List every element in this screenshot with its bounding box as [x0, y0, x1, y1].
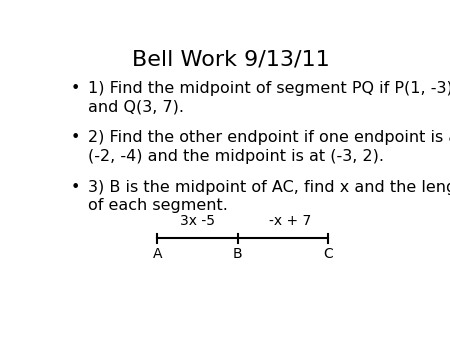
Text: (-2, -4) and the midpoint is at (-3, 2).: (-2, -4) and the midpoint is at (-3, 2).: [88, 149, 384, 164]
Text: Bell Work 9/13/11: Bell Work 9/13/11: [132, 50, 329, 70]
Text: of each segment.: of each segment.: [88, 198, 228, 213]
Text: -x + 7: -x + 7: [269, 215, 311, 228]
Text: •: •: [70, 130, 80, 145]
Text: •: •: [70, 180, 80, 195]
Text: •: •: [70, 81, 80, 96]
Text: 3x -5: 3x -5: [180, 215, 215, 228]
Text: B: B: [233, 247, 243, 262]
Text: 2) Find the other endpoint if one endpoint is at: 2) Find the other endpoint if one endpoi…: [88, 130, 450, 145]
Text: C: C: [324, 247, 333, 262]
Text: 1) Find the midpoint of segment PQ if P(1, -3): 1) Find the midpoint of segment PQ if P(…: [88, 81, 450, 96]
Text: A: A: [153, 247, 162, 262]
Text: 3) B is the midpoint of AC, find x and the length: 3) B is the midpoint of AC, find x and t…: [88, 180, 450, 195]
Text: and Q(3, 7).: and Q(3, 7).: [88, 99, 184, 114]
